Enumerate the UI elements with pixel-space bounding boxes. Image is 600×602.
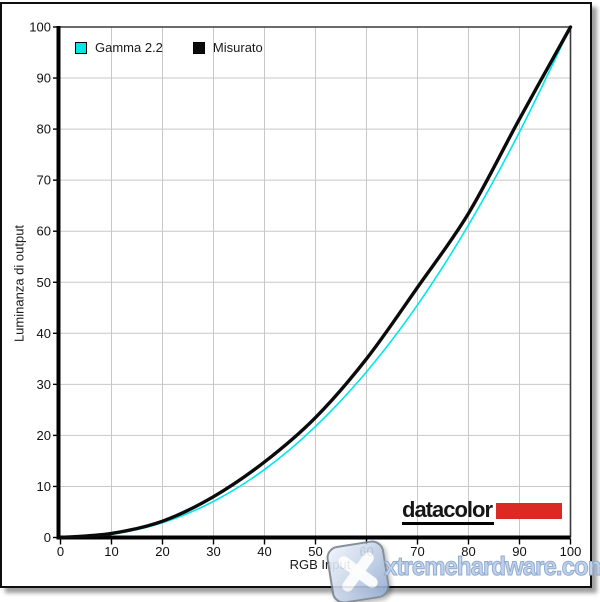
datacolor-logo: datacolor: [402, 499, 563, 525]
chart-legend: Gamma 2.2 Misurato: [75, 40, 263, 55]
legend-swatch-gamma: [75, 41, 87, 54]
legend-item-misurato: Misurato: [192, 40, 263, 55]
legend-item-gamma: Gamma 2.2: [75, 40, 163, 55]
legend-label-misurato: Misurato: [212, 40, 263, 55]
legend-swatch-misurato: [192, 41, 205, 54]
legend-label-gamma: Gamma 2.2: [95, 40, 163, 55]
x-axis-title: RGB Input: [289, 557, 351, 572]
datacolor-logo-red-bar: [496, 503, 563, 519]
y-axis-title: Luminanza di output: [11, 224, 27, 343]
datacolor-logo-text: datacolor: [402, 499, 495, 525]
